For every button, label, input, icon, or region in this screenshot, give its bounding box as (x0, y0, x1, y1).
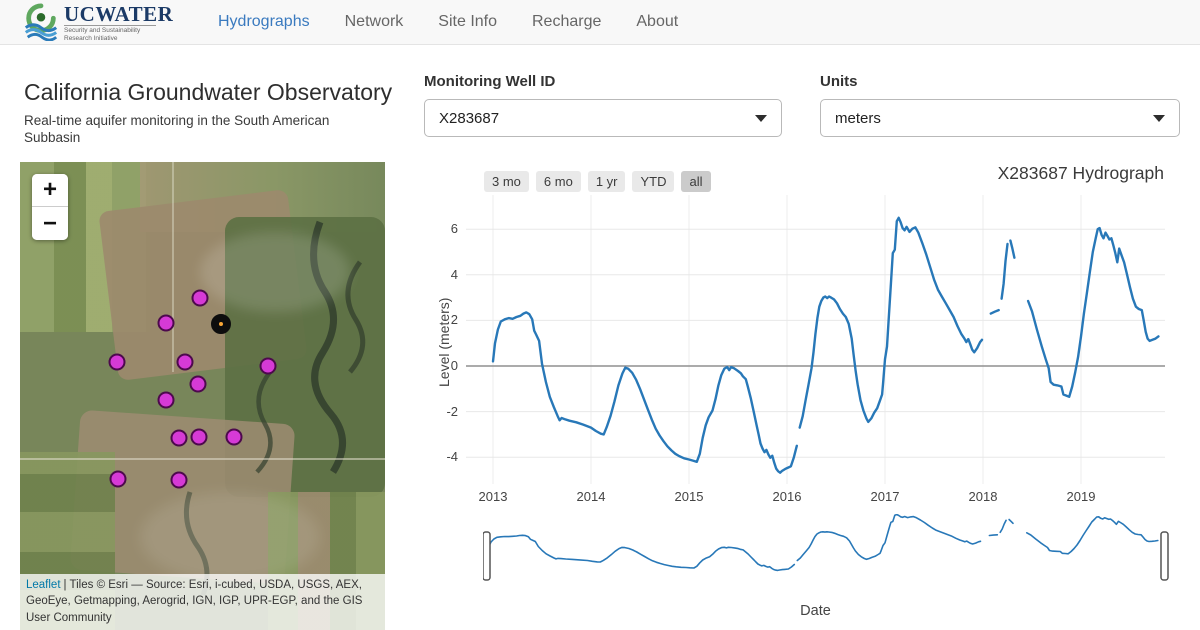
level-series-line (1000, 242, 1009, 300)
level-series-line (798, 216, 984, 429)
level-series-line (796, 514, 982, 562)
dropdown-caret-icon (1153, 114, 1165, 122)
range-button-3mo[interactable]: 3 mo (484, 171, 529, 192)
zoom-out-button[interactable]: − (32, 207, 68, 240)
range-button-ytd[interactable]: YTD (632, 171, 675, 192)
x-tick-label: 2015 (674, 489, 704, 504)
rangeslider-handle-left[interactable] (483, 531, 491, 581)
well-marker[interactable] (225, 428, 243, 446)
x-tick-label: 2019 (1066, 489, 1096, 504)
water-swirl-logo-icon (24, 3, 58, 41)
x-tick-label: 2014 (576, 489, 606, 504)
level-series-line (999, 519, 1007, 534)
leaflet-map[interactable]: + − Leaflet | Tiles © Esri — Source: Esri,… (20, 162, 385, 630)
well-marker[interactable] (109, 470, 127, 488)
level-series-line (488, 534, 796, 572)
units-label: Units (820, 73, 858, 90)
map-zoom-control: + − (32, 174, 68, 240)
level-series-line (491, 311, 798, 474)
well-id-value: X283687 (439, 109, 500, 127)
level-series-line (1008, 518, 1014, 525)
attribution-separator: | (63, 578, 67, 591)
rangeslider-handle-right[interactable] (1160, 531, 1169, 581)
nav-item-recharge[interactable]: Recharge (532, 13, 602, 30)
range-selector: 3 mo 6 mo 1 yr YTD all (484, 171, 711, 192)
range-button-all[interactable]: all (681, 171, 711, 192)
map-attribution: Leaflet | Tiles © Esri — Source: Esri, i-c… (20, 573, 385, 630)
y-tick-label: -4 (446, 449, 458, 465)
well-id-label: Monitoring Well ID (424, 73, 556, 90)
y-axis-title: Level (meters) (436, 297, 452, 387)
well-marker[interactable] (108, 353, 126, 371)
well-marker[interactable] (259, 357, 277, 375)
nav-item-hydrographs[interactable]: Hydrographs (218, 13, 310, 30)
range-button-1yr[interactable]: 1 yr (587, 171, 626, 192)
brand-tagline-line2: Research Initiative (64, 34, 118, 42)
zoom-in-button[interactable]: + (32, 174, 68, 207)
well-marker[interactable] (157, 391, 175, 409)
x-tick-label: 2017 (870, 489, 900, 504)
leaflet-link[interactable]: Leaflet (26, 578, 61, 591)
level-series-line (989, 308, 1000, 315)
x-tick-label: 2016 (772, 489, 802, 504)
units-value: meters (835, 109, 881, 127)
hydrograph-plot[interactable] (466, 195, 1165, 484)
top-navbar: UCWATER Security and Sustainability Rese… (0, 0, 1200, 45)
x-tick-label: 2018 (968, 489, 998, 504)
y-tick-label: 6 (450, 221, 458, 237)
well-id-select[interactable]: X283687 (424, 99, 782, 137)
chart-title: X283687 Hydrograph (997, 163, 1164, 183)
page-title: California Groundwater Observatory (24, 79, 393, 105)
nav-links: Hydrographs Network Site Info Recharge A… (218, 0, 678, 44)
well-marker[interactable] (170, 429, 188, 447)
nav-item-about[interactable]: About (636, 13, 679, 30)
well-marker[interactable] (176, 353, 194, 371)
page-subtitle: Real-time aquifer monitoring in the Sout… (24, 113, 330, 145)
rangeslider[interactable] (483, 514, 1172, 588)
range-button-6mo[interactable]: 6 mo (535, 171, 581, 192)
units-select[interactable]: meters (820, 99, 1180, 137)
well-marker[interactable] (189, 375, 207, 393)
x-tick-label: 2013 (478, 489, 508, 504)
well-marker[interactable] (190, 428, 208, 446)
well-marker[interactable] (157, 314, 175, 332)
level-series-line (1025, 515, 1159, 555)
brand-tagline-line1: Security and Sustainability (64, 27, 141, 34)
x-axis-title: Date (800, 603, 831, 619)
well-marker[interactable] (170, 471, 188, 489)
dropdown-caret-icon (755, 114, 767, 122)
well-marker[interactable] (191, 289, 209, 307)
level-series-line (1009, 239, 1016, 259)
level-series-line (988, 533, 999, 537)
attribution-text: Tiles © Esri — Source: Esri, i-cubed, US… (26, 578, 363, 624)
ucwater-logo[interactable]: UCWATER Security and Sustainability Rese… (22, 3, 173, 42)
nav-item-site-info[interactable]: Site Info (438, 13, 497, 30)
brand-name: UCWATER (64, 2, 174, 26)
level-series-line (1026, 226, 1160, 399)
selected-well-marker[interactable] (211, 314, 231, 334)
nav-item-network[interactable]: Network (344, 13, 404, 30)
